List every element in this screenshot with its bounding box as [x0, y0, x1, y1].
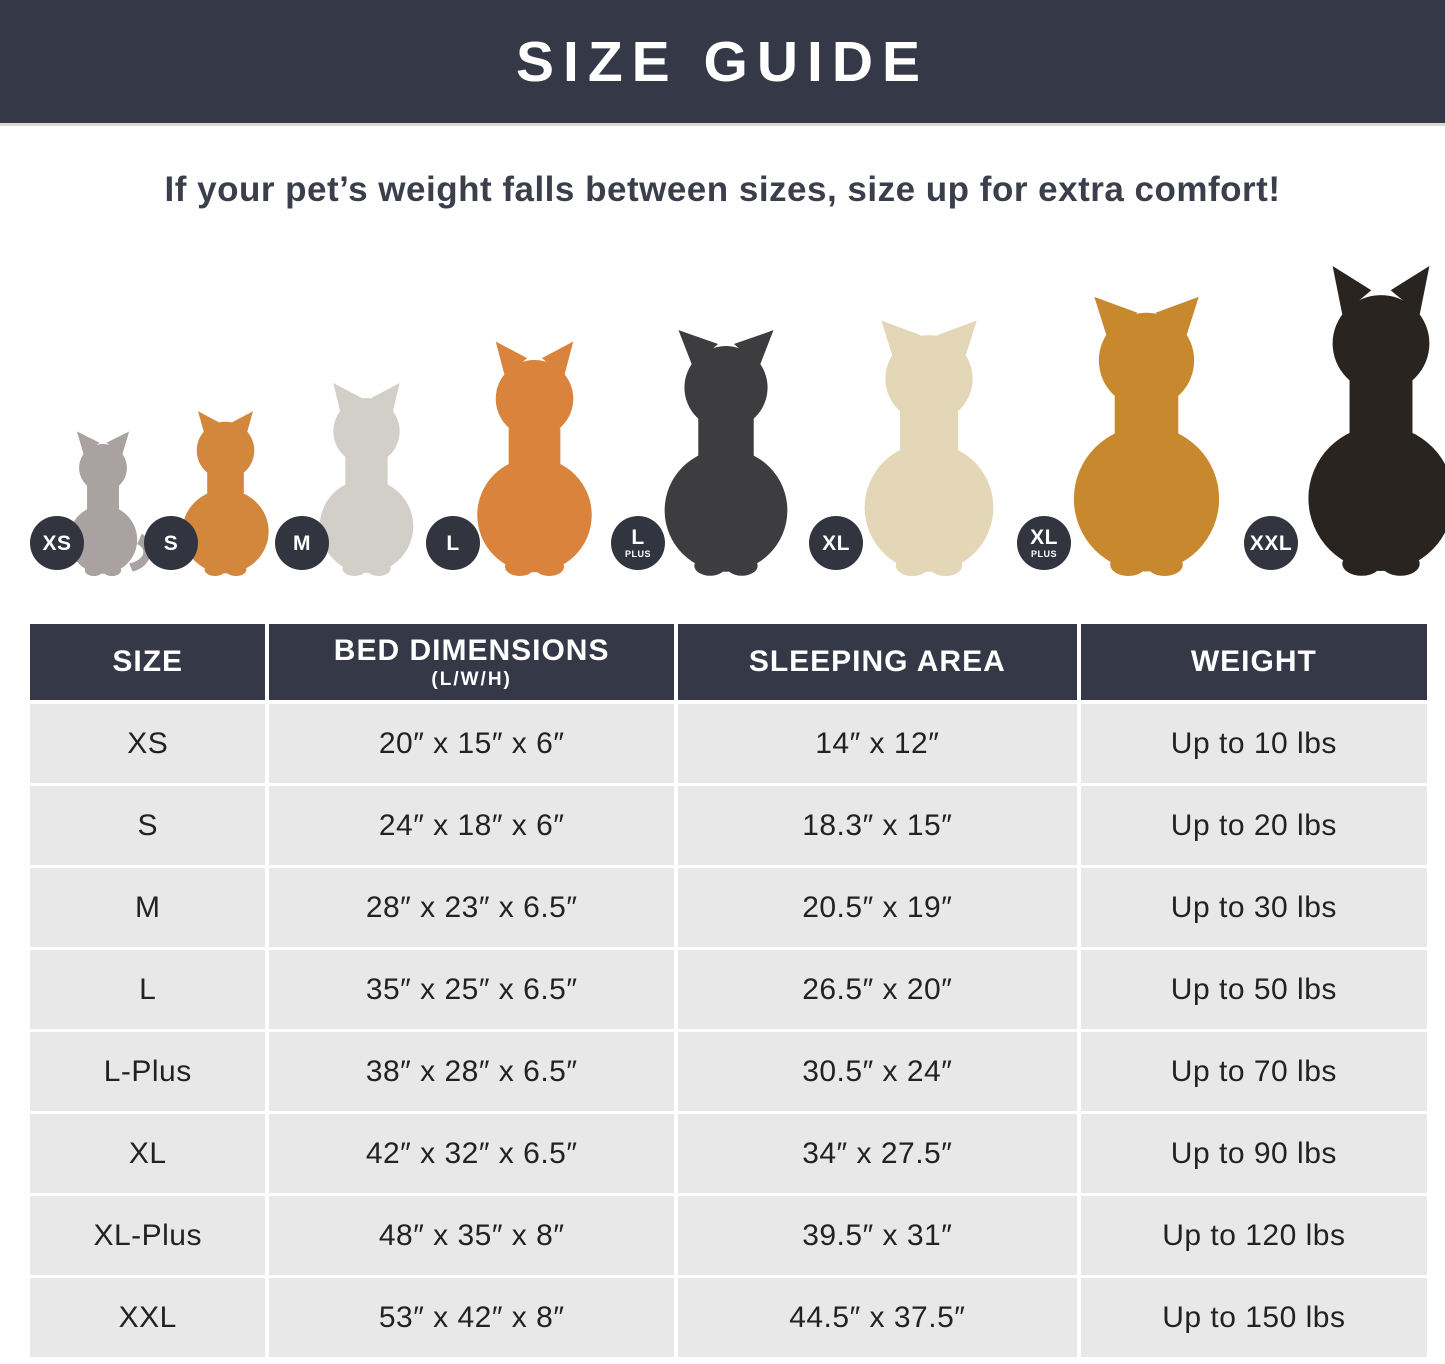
column-header-label: SIZE [112, 645, 184, 678]
golden-retriever-icon [1073, 296, 1220, 576]
bed-dimensions-cell: 35″ x 25″ x 6.5″ [269, 950, 674, 1029]
size-badge-label: XL [1030, 526, 1058, 549]
size-badge-l-plus: L PLUS [611, 516, 665, 570]
pet-figure-m: M [275, 380, 442, 576]
table-row-m: M 28″ x 23″ x 6.5″ 20.5″ x 19″ Up to 30 … [30, 868, 1427, 947]
size-badge-xl-plus: XL PLUS [1017, 516, 1071, 570]
size-cell: XL-Plus [30, 1196, 266, 1275]
size-guide-header: SIZE GUIDE [0, 0, 1445, 126]
size-cell: L-Plus [30, 1032, 266, 1111]
size-table: SIZE BED DIMENSIONS (L/W/H) SLEEPING ARE… [30, 624, 1427, 1357]
sleeping-area-cell: 14″ x 12″ [677, 704, 1077, 783]
size-table-header-row: SIZE BED DIMENSIONS (L/W/H) SLEEPING ARE… [30, 624, 1427, 700]
bed-dimensions-cell: 28″ x 23″ x 6.5″ [269, 868, 674, 947]
sleeping-area-cell: 44.5″ x 37.5″ [677, 1278, 1077, 1357]
sizing-advice-text: If your pet’s weight falls between sizes… [164, 170, 1281, 209]
table-row-l-plus: L-Plus 38″ x 28″ x 6.5″ 30.5″ x 24″ Up t… [30, 1032, 1427, 1111]
table-row-xs: XS 20″ x 15″ x 6″ 14″ x 12″ Up to 10 lbs [30, 704, 1427, 783]
column-header-label: BED DIMENSIONS [333, 633, 610, 667]
weight-cell: Up to 30 lbs [1080, 868, 1427, 947]
pet-figure-s: S [144, 406, 291, 576]
size-badge-label: M [293, 531, 311, 555]
table-row-xl: XL 42″ x 32″ x 6.5″ 34″ x 27.5″ Up to 90… [30, 1114, 1427, 1193]
size-badge-l: L [426, 516, 480, 570]
weight-cell: Up to 50 lbs [1080, 950, 1427, 1029]
doberman-icon [1308, 266, 1445, 576]
pet-figure-l-plus: L PLUS [611, 318, 825, 576]
weight-cell: Up to 150 lbs [1080, 1278, 1427, 1357]
size-badge-xs: XS [30, 516, 84, 570]
size-badge-label: L [631, 526, 645, 549]
bed-dimensions-cell: 24″ x 18″ x 6″ [269, 786, 674, 865]
page-title: SIZE GUIDE [515, 29, 930, 94]
size-cell: XS [30, 704, 266, 783]
table-row-l: L 35″ x 25″ x 6.5″ 26.5″ x 20″ Up to 50 … [30, 950, 1427, 1029]
size-badge-m: M [275, 516, 329, 570]
table-row-xxl: XXL 53″ x 42″ x 8″ 44.5″ x 37.5″ Up to 1… [30, 1278, 1427, 1357]
column-header-bed-dimensions: BED DIMENSIONS (L/W/H) [269, 624, 674, 700]
shiba-inu-icon [477, 341, 592, 576]
table-row-s: S 24″ x 18″ x 6″ 18.3″ x 15″ Up to 20 lb… [30, 786, 1427, 865]
size-badge-xxl: XXL [1244, 516, 1298, 570]
size-cell: S [30, 786, 266, 865]
sleeping-area-cell: 30.5″ x 24″ [677, 1032, 1077, 1111]
border-collie-icon [664, 330, 788, 576]
column-header-sublabel: (L/W/H) [431, 668, 512, 690]
sleeping-area-cell: 39.5″ x 31″ [677, 1196, 1077, 1275]
sleeping-area-cell: 20.5″ x 19″ [677, 868, 1077, 947]
french-bulldog-icon [319, 383, 414, 576]
weight-cell: Up to 90 lbs [1080, 1114, 1427, 1193]
size-badge-label: XXL [1249, 531, 1293, 555]
column-header-sleeping-area: SLEEPING AREA [677, 624, 1077, 700]
pomeranian-icon [182, 411, 269, 576]
pet-figure-xl: XL [809, 306, 1033, 576]
size-badge-label: XS [42, 531, 72, 555]
size-badge-label: S [163, 531, 179, 555]
size-cell: XXL [30, 1278, 266, 1357]
sleeping-area-cell: 26.5″ x 20″ [677, 950, 1077, 1029]
weight-cell: Up to 10 lbs [1080, 704, 1427, 783]
pet-figure-l: L [426, 336, 627, 576]
size-badge-s: S [144, 516, 198, 570]
column-header-label: SLEEPING AREA [748, 645, 1006, 678]
bed-dimensions-cell: 20″ x 15″ x 6″ [269, 704, 674, 783]
bed-dimensions-cell: 38″ x 28″ x 6.5″ [269, 1032, 674, 1111]
size-badge-sublabel: PLUS [624, 549, 651, 559]
size-cell: M [30, 868, 266, 947]
weight-cell: Up to 70 lbs [1080, 1032, 1427, 1111]
pet-figure-xxl: XXL [1244, 261, 1445, 576]
size-badge-label: L [446, 531, 460, 555]
size-badge-sublabel: PLUS [1030, 549, 1057, 559]
size-cell: L [30, 950, 266, 1029]
labrador-icon [864, 320, 994, 576]
column-header-weight: WEIGHT [1080, 624, 1427, 700]
pet-size-illustration-row: XS S M [0, 242, 1445, 594]
sleeping-area-cell: 18.3″ x 15″ [677, 786, 1077, 865]
bed-dimensions-cell: 42″ x 32″ x 6.5″ [269, 1114, 674, 1193]
size-badge-xl: XL [809, 516, 863, 570]
bed-dimensions-cell: 53″ x 42″ x 8″ [269, 1278, 674, 1357]
size-badge-label: XL [822, 531, 850, 555]
sleeping-area-cell: 34″ x 27.5″ [677, 1114, 1077, 1193]
weight-cell: Up to 120 lbs [1080, 1196, 1427, 1275]
bed-dimensions-cell: 48″ x 35″ x 8″ [269, 1196, 674, 1275]
pet-figure-xs: XS [30, 428, 160, 576]
table-row-xl-plus: XL-Plus 48″ x 35″ x 8″ 39.5″ x 31″ Up to… [30, 1196, 1427, 1275]
column-header-label: WEIGHT [1190, 645, 1317, 678]
weight-cell: Up to 20 lbs [1080, 786, 1427, 865]
column-header-size: SIZE [30, 624, 266, 700]
pet-figure-xl-plus: XL PLUS [1017, 281, 1260, 576]
size-cell: XL [30, 1114, 266, 1193]
cat-icon [68, 431, 152, 576]
